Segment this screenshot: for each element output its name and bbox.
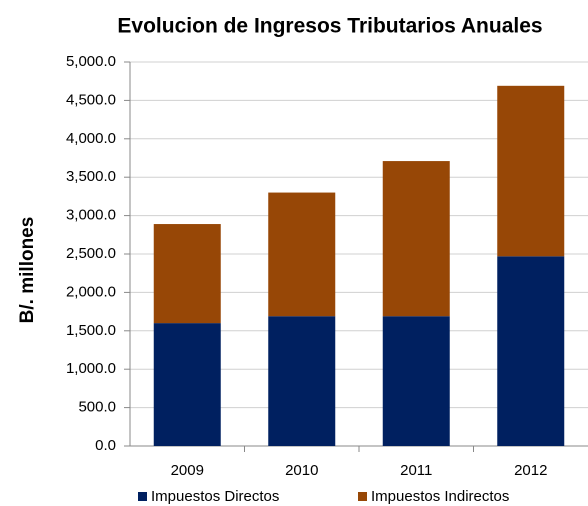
y-tick-label: 2,500.0 <box>66 245 116 262</box>
x-tick-label: 2009 <box>171 462 204 479</box>
bar-segment <box>268 192 336 317</box>
y-tick-label: 4,000.0 <box>66 130 116 147</box>
legend-label: Impuestos Indirectos <box>371 488 509 505</box>
y-tick-label: 2,000.0 <box>66 283 116 300</box>
y-tick-label: 5,000.0 <box>66 53 116 70</box>
x-tick-label: 2011 <box>400 462 432 479</box>
bar-segment <box>268 316 336 446</box>
legend-swatch <box>358 492 367 501</box>
x-tick-label: 2010 <box>285 462 318 479</box>
y-tick-label: 1,500.0 <box>66 322 116 339</box>
chart-title: Evolucion de Ingresos Tributarios Anuale… <box>117 15 542 38</box>
y-tick-label: 3,500.0 <box>66 168 116 185</box>
y-tick-label: 500.0 <box>78 399 116 416</box>
y-tick-label: 4,500.0 <box>66 91 116 108</box>
y-tick-label: 3,000.0 <box>66 207 116 224</box>
y-tick-label: 1,000.0 <box>66 360 116 377</box>
legend-swatch <box>138 492 147 501</box>
bar-segment <box>497 256 565 446</box>
bar-segment <box>382 161 450 317</box>
bar-segment <box>382 316 450 446</box>
x-tick-label: 2012 <box>514 462 547 479</box>
bar-segment <box>497 85 565 257</box>
legend-label: Impuestos Directos <box>151 488 279 505</box>
bar-segment <box>153 323 221 446</box>
y-axis-label: B/. millones <box>17 217 38 324</box>
bar-segment <box>153 224 221 324</box>
y-tick-label: 0.0 <box>95 437 116 454</box>
